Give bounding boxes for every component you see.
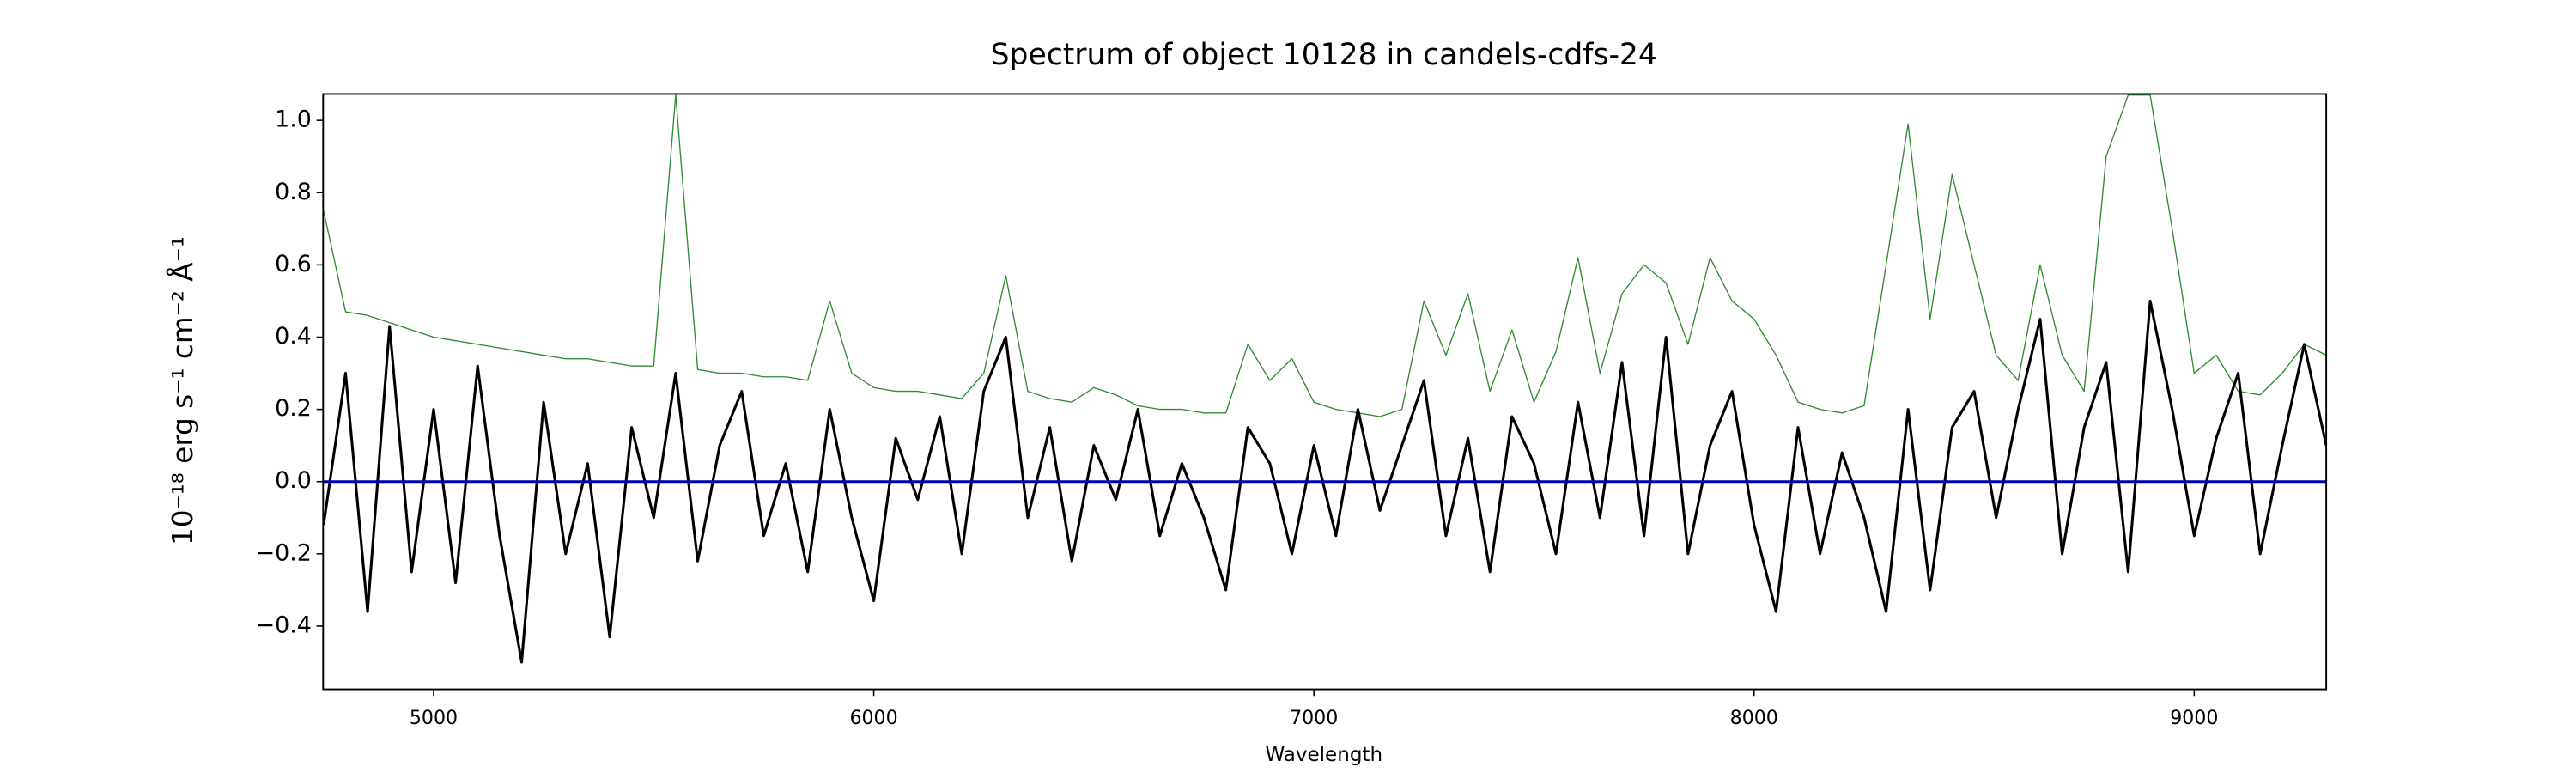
y-tick-label: 0.2: [275, 395, 312, 422]
x-tick-label: 7000: [1290, 708, 1338, 729]
y-tick-label: 0.8: [275, 179, 312, 205]
x-axis-label: Wavelength: [1265, 744, 1382, 766]
plot-frame: [322, 93, 2328, 691]
spectrum-line: [323, 94, 2327, 417]
x-tick-label: 6000: [849, 708, 897, 729]
y-tick-label: −0.4: [256, 612, 312, 638]
y-tick-label: −0.2: [256, 539, 312, 566]
y-tick-label: 1.0: [275, 107, 312, 133]
y-tick-label: 0.6: [275, 251, 312, 277]
chart-title: Spectrum of object 10128 in candels-cdfs…: [991, 38, 1657, 72]
y-tick-label: 0.0: [275, 467, 312, 494]
x-tick-label: 8000: [1730, 708, 1778, 729]
x-tick-label: 9000: [2170, 708, 2218, 729]
y-axis-label: 10⁻¹⁸ erg s⁻¹ cm⁻² Å⁻¹: [167, 236, 199, 545]
spectrum-line: [323, 299, 2327, 664]
x-tick-label: 5000: [410, 708, 458, 729]
y-tick-label: 0.4: [275, 323, 312, 350]
